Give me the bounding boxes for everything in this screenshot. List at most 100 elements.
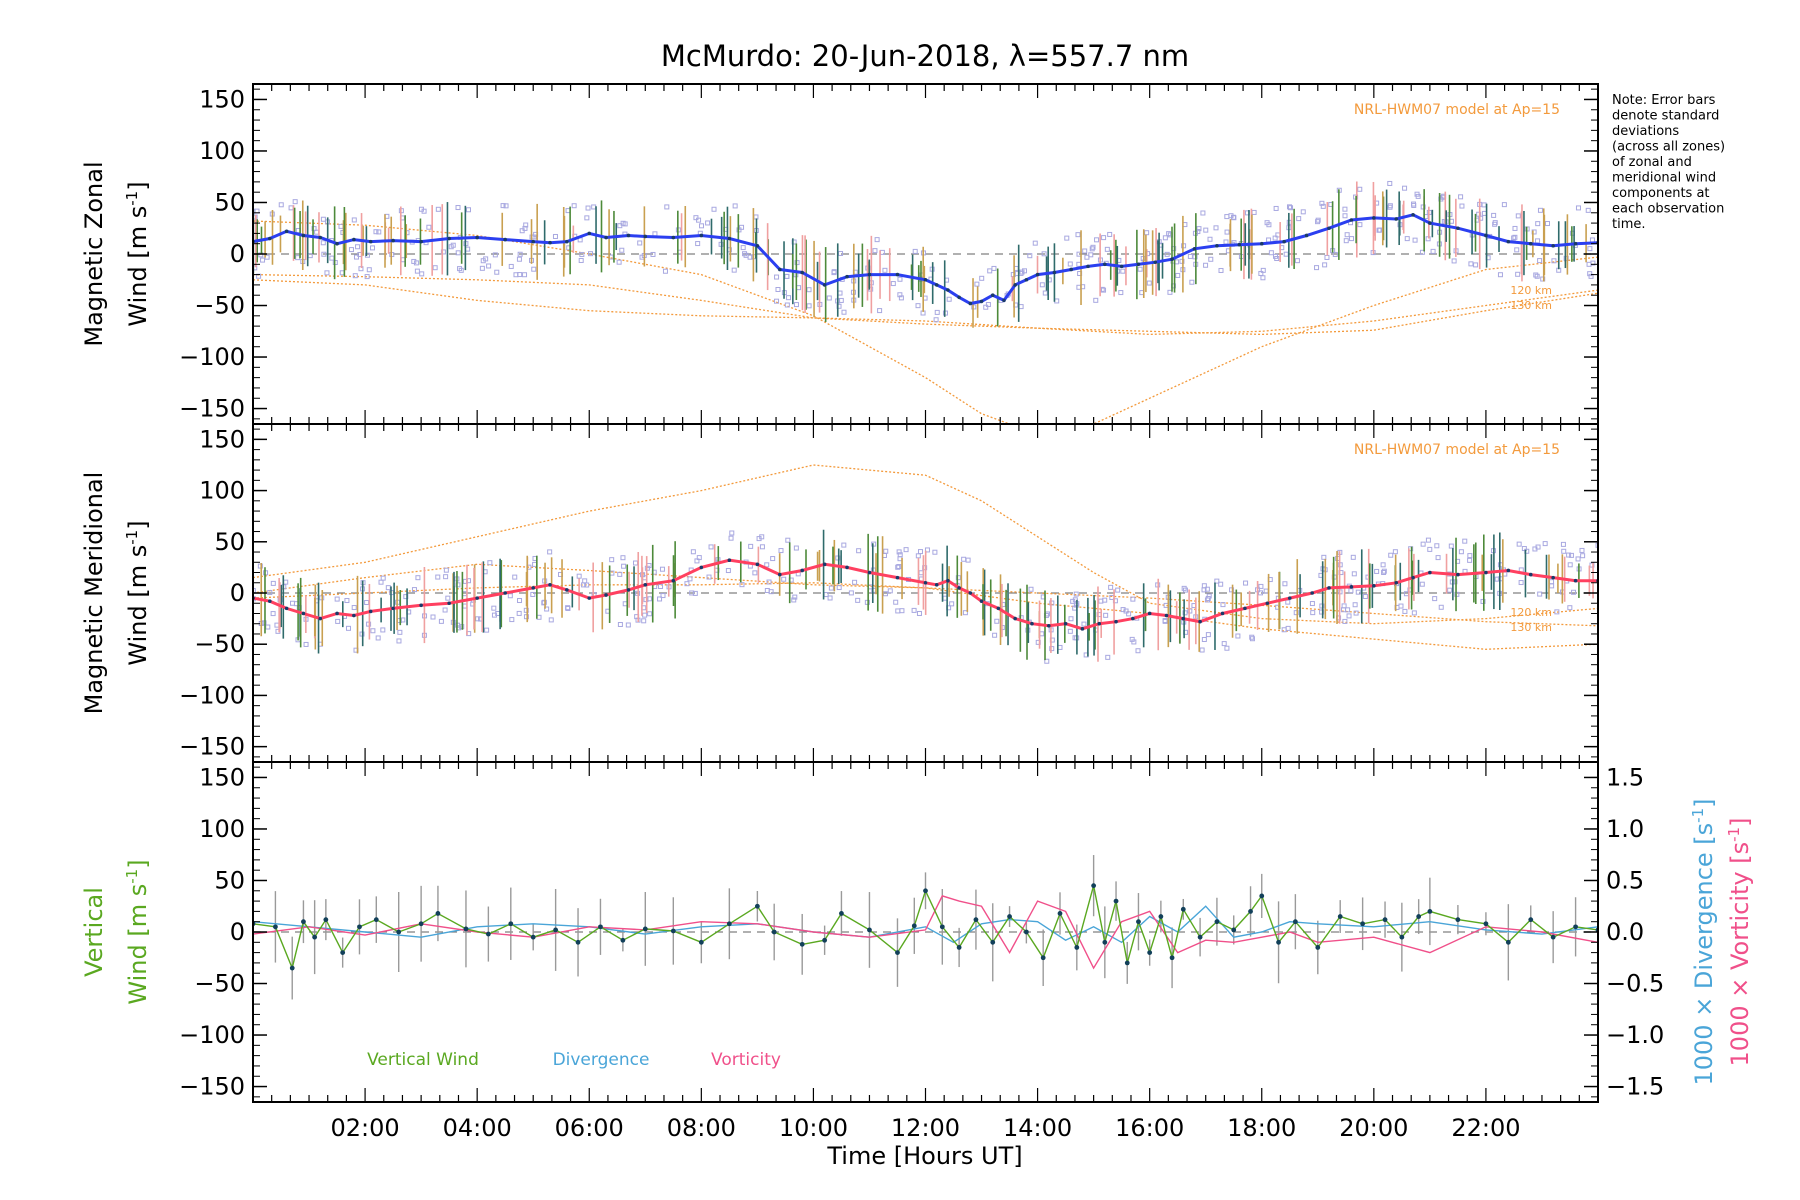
data-point (990, 293, 995, 298)
scatter-point (1357, 222, 1363, 228)
scatter-point (334, 596, 340, 602)
scatter-point (324, 270, 330, 276)
data-point (1456, 572, 1460, 577)
scatter-point (1032, 240, 1038, 246)
scatter-point (694, 558, 700, 564)
scatter-point (1228, 213, 1234, 219)
scatter-point (1566, 552, 1572, 558)
data-point (1506, 239, 1511, 244)
scatter-point (1286, 204, 1292, 210)
scatter-point (764, 587, 770, 593)
scatter-point (882, 267, 888, 273)
data-point (1169, 955, 1175, 961)
data-point (643, 234, 648, 239)
data-point (1136, 262, 1141, 267)
data-point (895, 272, 900, 277)
scatter-point (1010, 272, 1016, 278)
scatter-point (1468, 261, 1474, 267)
data-point (391, 606, 395, 611)
scatter-point (1462, 538, 1468, 544)
scatter-point (1041, 251, 1047, 257)
data-point (923, 580, 928, 585)
scatter-point (1072, 597, 1078, 603)
data-point (575, 939, 581, 945)
note-line: Note: Error bars (1612, 93, 1716, 108)
data-point (923, 277, 928, 282)
data-point (1304, 233, 1309, 238)
data-point (1287, 596, 1292, 600)
data-point (957, 295, 961, 300)
scatter-point (1309, 601, 1315, 607)
scatter-point (1575, 556, 1581, 562)
scatter-point (364, 274, 370, 280)
data-point (1231, 927, 1237, 933)
x-tick-label: 18:00 (1227, 1114, 1296, 1142)
scatter-point (784, 273, 790, 279)
scatter-point (303, 641, 309, 647)
scatter-point (732, 203, 738, 209)
scatter-point (443, 567, 449, 573)
scatter-point (1162, 235, 1168, 241)
scatter-point (1203, 227, 1209, 233)
scatter-point (841, 309, 847, 315)
scatter-point (1414, 191, 1420, 197)
data-point (1394, 580, 1399, 585)
data-point (1024, 277, 1029, 282)
scatter-point (1221, 641, 1227, 647)
scatter-point (1028, 586, 1034, 592)
scatter-point (1204, 597, 1210, 603)
scatter-point (692, 590, 698, 596)
scatter-point (1235, 633, 1241, 639)
scatter-point (1388, 552, 1394, 558)
data-point (895, 575, 900, 580)
scatter-point (619, 247, 625, 253)
scatter-point (492, 252, 498, 258)
scatter-point (1220, 602, 1226, 608)
data-point (419, 603, 423, 608)
scatter-point (1218, 581, 1224, 587)
scatter-point (617, 622, 623, 628)
data-point (800, 568, 805, 573)
scatter-point (1321, 554, 1327, 560)
data-point (699, 233, 704, 238)
scatter-point (690, 549, 696, 555)
data-point (1265, 601, 1270, 606)
scatter-point (1090, 244, 1096, 250)
data-point (934, 583, 939, 587)
scatter-point (659, 566, 665, 572)
scatter-point (311, 226, 317, 232)
data-point (301, 611, 306, 616)
scatter-point (1258, 590, 1264, 596)
scatter-point (1451, 258, 1457, 264)
data-point (1158, 914, 1164, 919)
scatter-point (1467, 557, 1473, 563)
scatter-point (932, 549, 938, 555)
note-line: denote standard (1612, 109, 1719, 124)
data-point (284, 229, 289, 234)
data-point (727, 558, 732, 563)
right-tick-label: −1.0 (1606, 1021, 1664, 1049)
scatter-point (1404, 236, 1410, 242)
scatter-point (370, 628, 376, 634)
scatter-point (983, 304, 989, 310)
scatter-point (831, 270, 837, 276)
scatter-point (1342, 618, 1348, 624)
scatter-point (503, 203, 509, 209)
data-point (1428, 570, 1432, 575)
scatter-point (1438, 604, 1444, 610)
scatter-point (1319, 603, 1325, 609)
scatter-point (1144, 230, 1150, 236)
data-point (1013, 616, 1017, 621)
data-point (671, 235, 676, 240)
scatter-point (1377, 227, 1383, 233)
scatter-point (1544, 221, 1550, 227)
scatter-point (523, 222, 529, 228)
scatter-point (513, 272, 519, 278)
data-point (1197, 934, 1203, 940)
scatter-point (1167, 289, 1173, 295)
scatter-point (1213, 225, 1219, 231)
data-point (1349, 218, 1354, 222)
scatter-point (275, 628, 281, 634)
scatter-point (731, 267, 737, 273)
